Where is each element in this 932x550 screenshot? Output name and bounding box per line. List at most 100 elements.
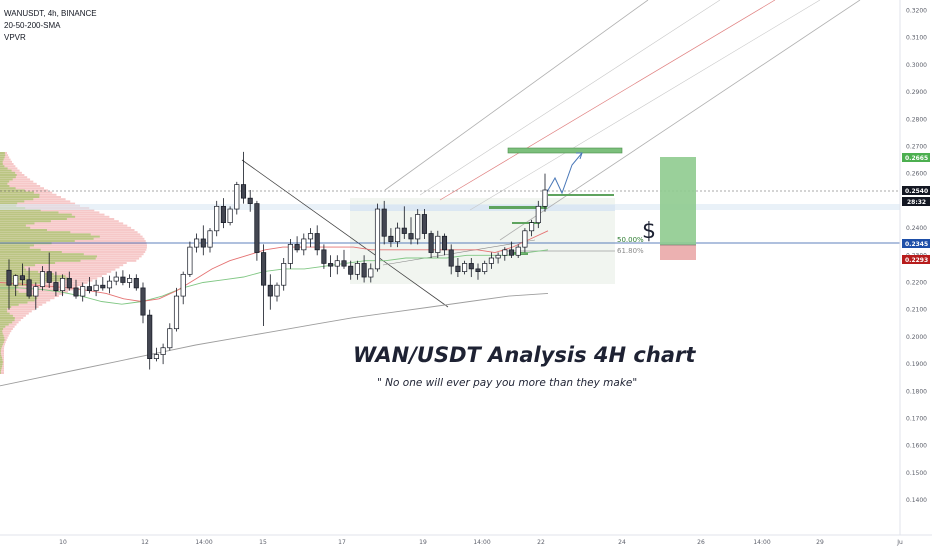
time-tick-0: 10 bbox=[59, 539, 67, 546]
time-tick-8: 24 bbox=[618, 539, 626, 546]
vpvr-bar-up bbox=[0, 196, 40, 198]
vpvr-bar-up bbox=[0, 330, 3, 333]
candle-71 bbox=[482, 260, 488, 275]
time-axis[interactable]: 10 12 14:00 15 17 19 14:00 22 24 26 14:00 29 Ju bbox=[59, 539, 903, 546]
candle-62 bbox=[421, 209, 427, 239]
candle-9 bbox=[66, 271, 72, 291]
vpvr-bar-up bbox=[0, 244, 34, 247]
vpvr-bar-up bbox=[0, 218, 67, 220]
candle-57 bbox=[388, 228, 394, 248]
candle-55 bbox=[374, 203, 381, 272]
candle-35 bbox=[240, 151, 247, 204]
time-tick-6: 14:00 bbox=[473, 539, 490, 546]
candle-1 bbox=[13, 274, 19, 297]
vpvr-bar-up bbox=[0, 343, 3, 346]
indicator-sma-label[interactable]: 20-50-200-SMA bbox=[4, 21, 61, 30]
vpvr-bar-up bbox=[0, 198, 34, 201]
price-axis[interactable]: 0.3200 0.3100 0.3000 0.2900 0.2800 0.2700 0.26… bbox=[906, 7, 927, 504]
candle-10 bbox=[73, 279, 79, 299]
candle-16 bbox=[113, 271, 119, 286]
vpvr-bar-up bbox=[0, 295, 34, 297]
candle-53 bbox=[361, 255, 367, 283]
dollar-sign-icon: $ bbox=[642, 219, 656, 244]
candle-80 bbox=[542, 173, 548, 212]
vpvr-bar-up bbox=[0, 306, 12, 308]
candle-51 bbox=[348, 260, 354, 280]
vpvr-bar bbox=[0, 180, 34, 183]
vpvr-bar bbox=[0, 352, 4, 355]
candle-0 bbox=[6, 259, 12, 310]
vpvr-bar-up bbox=[0, 262, 56, 264]
candle-76 bbox=[515, 244, 521, 258]
candle-12 bbox=[86, 277, 92, 294]
vpvr-bar bbox=[0, 325, 15, 328]
candle-11 bbox=[80, 282, 86, 302]
candle-15 bbox=[106, 275, 113, 294]
vpvr-bar bbox=[0, 328, 13, 330]
vpvr-bar-up bbox=[0, 191, 34, 194]
vpvr-bar-up bbox=[0, 215, 76, 218]
vpvr-bar-up bbox=[0, 224, 26, 227]
regression-channel bbox=[384, 0, 861, 241]
chart-title: WAN/USDT Analysis 4H chart bbox=[353, 343, 696, 367]
vpvr-bar-up bbox=[0, 211, 59, 214]
candle-37 bbox=[254, 200, 260, 261]
vpvr-bar-up bbox=[0, 193, 40, 196]
vpvr-bar bbox=[0, 167, 18, 170]
indicator-vpvr-label[interactable]: VPVR bbox=[4, 33, 26, 42]
vpvr-bar-up bbox=[0, 165, 5, 168]
candle-59 bbox=[401, 206, 407, 239]
stop-price-text: 0.2293 bbox=[905, 257, 928, 264]
candle-3 bbox=[26, 267, 32, 299]
vpvr-bar-up bbox=[0, 301, 28, 304]
vpvr-bar bbox=[0, 372, 4, 374]
candle-24 bbox=[167, 323, 173, 351]
candle-48 bbox=[328, 255, 334, 278]
vpvr-bar-up bbox=[0, 248, 41, 251]
vpvr-bar bbox=[0, 229, 135, 231]
target-marker bbox=[507, 147, 623, 154]
vpvr-bar-up bbox=[0, 222, 35, 225]
current-price-text: 0.2540 bbox=[905, 188, 928, 195]
vpvr-bar bbox=[0, 200, 71, 203]
vpvr-bar bbox=[0, 163, 14, 165]
candle-28 bbox=[194, 233, 200, 253]
candle-2 bbox=[19, 263, 25, 286]
candle-43 bbox=[294, 236, 300, 253]
vpvr-bar-up bbox=[0, 174, 17, 176]
vpvr-bar bbox=[0, 266, 120, 269]
vpvr-bar bbox=[0, 350, 4, 352]
candle-23 bbox=[160, 343, 166, 365]
marker-bar-1 bbox=[489, 206, 547, 209]
candle-46 bbox=[314, 225, 320, 256]
candle-19 bbox=[133, 274, 139, 291]
candle-20 bbox=[140, 282, 146, 324]
candle-41 bbox=[281, 258, 287, 291]
vpvr-bar-up bbox=[0, 273, 54, 275]
vpvr-bar-up bbox=[0, 358, 3, 361]
vpvr-bar bbox=[0, 251, 146, 253]
vpvr-bar bbox=[0, 306, 39, 308]
candle-6 bbox=[46, 252, 52, 288]
stop-zone bbox=[660, 245, 696, 260]
target-zone bbox=[660, 157, 696, 245]
vpvr-bar-up bbox=[0, 345, 2, 348]
candle-4 bbox=[33, 282, 39, 310]
vpvr-bar-up bbox=[0, 185, 10, 187]
price-tick-3: 0.2900 bbox=[906, 89, 927, 96]
price-tick-17: 0.1500 bbox=[906, 470, 927, 477]
vpvr-bar-up bbox=[0, 257, 96, 260]
vpvr-bar-up bbox=[0, 297, 38, 300]
candle-5 bbox=[39, 266, 46, 291]
candle-32 bbox=[220, 198, 226, 229]
current-price-tag: 0.2540 28:32 bbox=[902, 186, 930, 206]
candle-18 bbox=[127, 274, 133, 288]
vpvr-bar-up bbox=[0, 231, 71, 234]
vpvr-bar-up bbox=[0, 275, 66, 278]
candle-69 bbox=[468, 258, 474, 278]
price-tick-10: 0.2200 bbox=[906, 279, 927, 286]
candle-78 bbox=[529, 219, 535, 237]
vpvr-bar bbox=[0, 314, 26, 317]
candle-61 bbox=[415, 209, 421, 245]
